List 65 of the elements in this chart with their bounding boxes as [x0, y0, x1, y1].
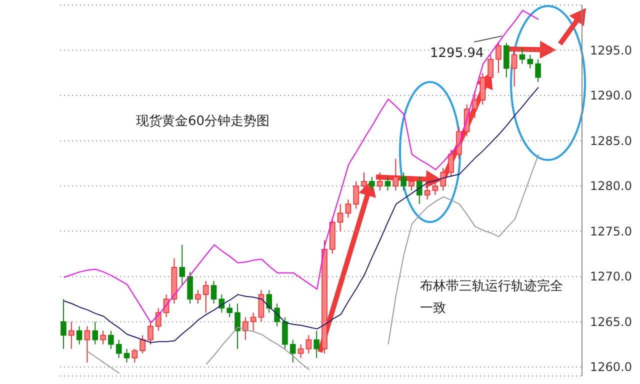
- candlestick: [76, 326, 82, 345]
- candlestick: [195, 290, 201, 304]
- candlestick: [92, 321, 98, 345]
- y-tick-label: 1275.0: [590, 224, 632, 238]
- candlestick: [408, 176, 414, 191]
- y-tick-label: 1295.0: [590, 44, 632, 58]
- candlestick: [226, 303, 232, 318]
- y-tick-label: 1290.0: [590, 88, 632, 103]
- candlestick: [68, 321, 74, 350]
- candlestick: [345, 199, 352, 218]
- candlestick: [424, 185, 430, 200]
- candlestick: [60, 298, 66, 350]
- candlestick: [511, 50, 518, 87]
- candlestick: [496, 41, 502, 74]
- candlestick: [456, 126, 462, 160]
- candlestick: [384, 176, 391, 191]
- candlestick: [156, 308, 162, 332]
- candlestick: [519, 47, 526, 64]
- candlestick: [369, 176, 375, 191]
- candlestick: [535, 58, 541, 82]
- candlestick: [392, 158, 399, 191]
- candlestick: [504, 42, 510, 78]
- y-tick-label: 1260.0: [590, 360, 632, 374]
- candlestick: [472, 90, 478, 119]
- candlestick: [140, 334, 146, 354]
- candlestick: [250, 312, 256, 332]
- candlestick: [124, 348, 130, 363]
- candlestick: [400, 172, 406, 191]
- candlestick: [353, 180, 360, 210]
- candlestick: [132, 348, 138, 363]
- candlestick: [210, 280, 217, 304]
- candlestick: [376, 172, 383, 191]
- candlestick: [416, 176, 422, 205]
- y-tick-label: 1265.0: [590, 314, 632, 329]
- candlestick: [100, 330, 106, 345]
- candlestick: [148, 321, 154, 345]
- candlestick: [290, 339, 296, 363]
- annotation: 布林带三轨运行轨迹完全一致: [420, 278, 564, 318]
- candlestick: [306, 334, 312, 354]
- annotation: 现货黄金60分钟走势图: [136, 113, 271, 131]
- candlestick: [314, 330, 320, 358]
- candlestick: [108, 330, 114, 350]
- candlestick: [298, 344, 304, 358]
- candlestick: [202, 280, 209, 314]
- candlestick: [84, 326, 90, 363]
- candlestick: [337, 204, 344, 232]
- candlestick: [440, 167, 446, 191]
- candlestick: [488, 54, 494, 87]
- candlestick: [361, 172, 367, 191]
- candlestick: [266, 290, 272, 314]
- candlestick: [258, 290, 264, 322]
- y-tick-label: 1270.0: [590, 270, 632, 284]
- y-tick-label: 1280.0: [590, 179, 632, 194]
- candlestick: [448, 149, 454, 178]
- candlestick: [242, 316, 248, 340]
- candlestick: [179, 244, 186, 286]
- candlestick: [432, 180, 438, 196]
- y-tick-label: 1285.0: [590, 134, 632, 148]
- candlestick: [282, 316, 288, 350]
- annotation: 1295.94: [430, 45, 485, 63]
- candlestick: [116, 339, 122, 358]
- candlestick: [527, 54, 534, 69]
- candlestick: [187, 271, 193, 304]
- candlestick: [234, 303, 240, 350]
- candlestick: [480, 72, 486, 106]
